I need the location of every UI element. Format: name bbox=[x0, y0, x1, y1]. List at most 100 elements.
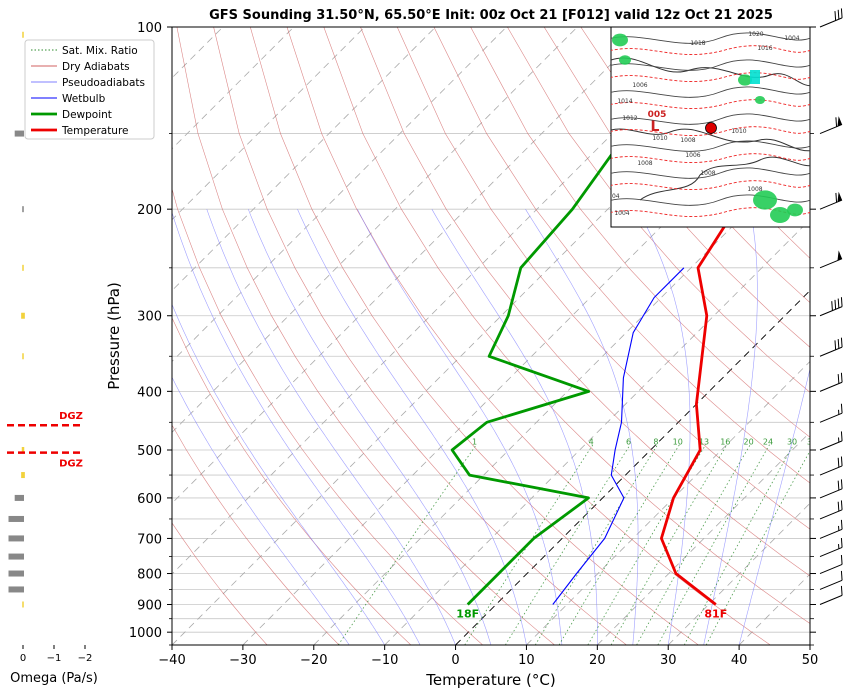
dry-adiabat bbox=[396, 27, 810, 530]
omega-tick-label: −2 bbox=[78, 653, 93, 664]
omega-panel: DGZ DGZ 0 −1 −2 bbox=[7, 31, 93, 664]
barb-full bbox=[835, 117, 838, 127]
mixing-ratio-line bbox=[683, 444, 794, 645]
barb-staff bbox=[819, 594, 843, 605]
y-axis-label: Pressure (hPa) bbox=[105, 282, 123, 390]
pseudoadiabat bbox=[525, 209, 639, 645]
pseudoadiabat bbox=[206, 209, 456, 645]
isobar-label: 1008 bbox=[637, 160, 652, 167]
wind-barb bbox=[819, 431, 843, 451]
coastline bbox=[611, 128, 810, 152]
barb-staff bbox=[819, 381, 843, 392]
mixing-ratio-label: 8 bbox=[653, 437, 658, 446]
barb-staff bbox=[819, 306, 843, 317]
location-marker bbox=[705, 122, 717, 134]
barb-staff bbox=[819, 346, 843, 357]
legend-label: Sat. Mix. Ratio bbox=[62, 45, 138, 57]
isobar-label: 1004 bbox=[784, 35, 799, 42]
pseudoadiabat bbox=[738, 367, 810, 645]
mixing-ratio-line bbox=[558, 444, 680, 645]
barb-staff bbox=[819, 563, 843, 574]
mixing-ratio-line bbox=[534, 444, 658, 645]
plot-frame bbox=[171, 26, 811, 646]
omega-bar bbox=[22, 31, 24, 38]
barb-full bbox=[840, 570, 843, 581]
barb-full bbox=[837, 480, 840, 491]
y-tick-label: 700 bbox=[137, 532, 162, 547]
barb-full bbox=[834, 11, 837, 21]
omega-bar bbox=[21, 447, 25, 454]
wind-barb bbox=[819, 537, 843, 558]
mixing-ratio-line bbox=[505, 444, 631, 645]
x-tick-label: 50 bbox=[802, 653, 819, 668]
x-tick-label: −20 bbox=[300, 653, 327, 668]
omega-bar bbox=[22, 601, 24, 608]
barb-full bbox=[840, 8, 843, 18]
series-dewpoint-line bbox=[450, 27, 742, 606]
dry-adiabat bbox=[543, 27, 810, 348]
isotherm-line bbox=[172, 27, 720, 575]
y-tick-label: 500 bbox=[137, 444, 162, 459]
surface-temperature-label: 81F bbox=[704, 607, 727, 620]
omega-bar bbox=[8, 535, 24, 542]
isobar-contour bbox=[611, 59, 810, 71]
pseudoadiabat bbox=[703, 209, 758, 645]
x-tick-label: −40 bbox=[158, 653, 185, 668]
dry-adiabat bbox=[172, 522, 268, 645]
pseudoadiabat bbox=[357, 209, 563, 645]
barb-staff bbox=[819, 528, 843, 539]
wind-barb bbox=[819, 116, 843, 135]
precip-area bbox=[750, 70, 760, 84]
barb-staff bbox=[819, 579, 843, 590]
isobar-label: 1006 bbox=[685, 152, 700, 159]
omega-bar bbox=[22, 264, 24, 271]
barb-full bbox=[840, 431, 843, 441]
y-tick-label: 1000 bbox=[129, 626, 162, 641]
dgz-label: DGZ bbox=[59, 411, 83, 422]
barb-full bbox=[834, 299, 837, 310]
x-tick-label: 0 bbox=[451, 653, 459, 668]
pseudoadiabat bbox=[172, 303, 385, 645]
barb-full bbox=[840, 337, 843, 348]
wind-barb bbox=[819, 585, 843, 605]
omega-bar bbox=[8, 515, 24, 522]
omega-bar bbox=[21, 312, 25, 319]
dry-adiabat bbox=[172, 424, 340, 645]
barb-full bbox=[840, 500, 843, 510]
wind-barb bbox=[819, 372, 843, 392]
barb-staff bbox=[819, 17, 843, 28]
legend-box bbox=[24, 39, 155, 140]
barb-staff bbox=[819, 199, 843, 210]
surface-dewpoint-label: 18F bbox=[456, 607, 479, 620]
barb-full bbox=[840, 479, 843, 489]
isotherm-line bbox=[0, 27, 10, 645]
barb-staff bbox=[819, 488, 843, 499]
precip-area bbox=[612, 33, 628, 47]
barb-full bbox=[840, 297, 843, 307]
precip-area bbox=[755, 96, 765, 104]
y-tick-label: 300 bbox=[137, 310, 162, 325]
legend-label: Dry Adiabats bbox=[62, 61, 130, 73]
x-tick-label: 40 bbox=[731, 653, 748, 668]
x-tick-label: −10 bbox=[371, 653, 398, 668]
barb-full bbox=[835, 192, 838, 203]
wind-barb bbox=[819, 297, 843, 317]
coastline bbox=[611, 57, 810, 87]
y-tick-label: 100 bbox=[137, 21, 162, 36]
chart-title: GFS Sounding 31.50°N, 65.50°E Init: 00z … bbox=[209, 8, 773, 23]
barb-full bbox=[840, 456, 843, 466]
isobar-contour bbox=[611, 194, 810, 206]
mixing-ratio-line bbox=[657, 444, 770, 645]
isobar-contour bbox=[611, 167, 810, 179]
x-tick-label: 30 bbox=[660, 653, 677, 668]
dry-adiabat bbox=[433, 27, 810, 484]
precip-area bbox=[770, 207, 790, 223]
isobar-label: 1008 bbox=[680, 137, 695, 144]
thickness-contour bbox=[611, 153, 810, 163]
wind-barb bbox=[819, 456, 843, 476]
legend: Sat. Mix. Ratio Dry Adiabats Pseudoadiabat… bbox=[24, 39, 155, 140]
precip-area bbox=[753, 190, 777, 210]
wind-barbs bbox=[819, 8, 843, 605]
wind-barb bbox=[819, 337, 843, 357]
